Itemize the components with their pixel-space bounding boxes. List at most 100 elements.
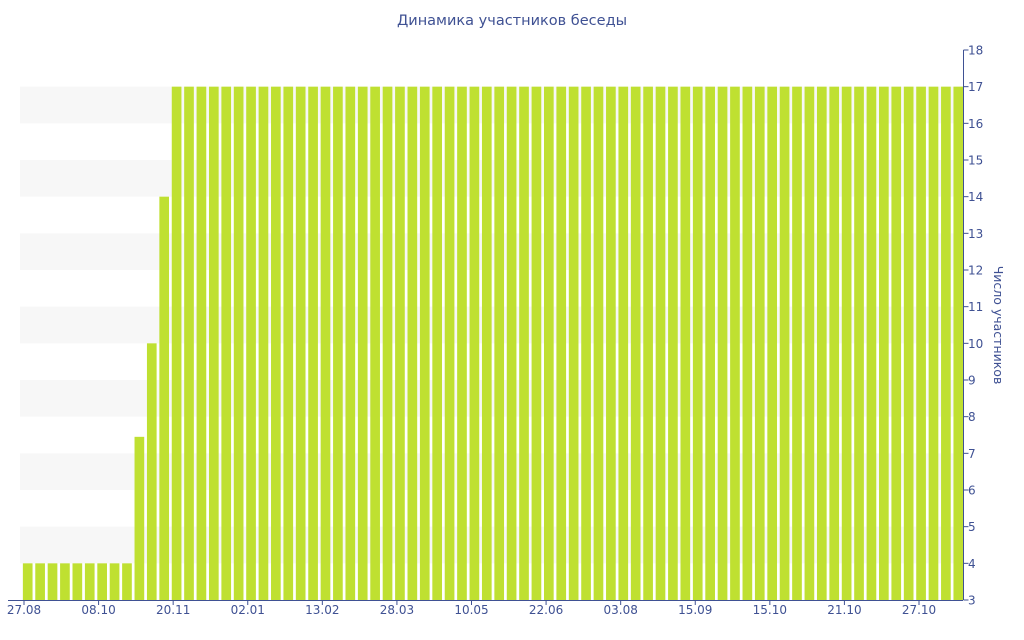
bar [717,86,728,600]
bar [581,86,591,600]
bar [159,196,170,600]
y-tick-label: 4 [968,557,976,571]
bar [320,86,331,600]
bar [630,86,641,600]
x-axis: 27.08 08.10 20.11 02.01 13.02 28.03 10.05 22.06… [7,600,963,617]
y-axis-title: Число участников [991,266,1006,385]
bar [481,86,492,600]
bar [866,86,877,600]
bar [370,86,380,600]
bar [333,86,343,600]
y-tick-label: 12 [968,264,983,278]
bar [655,86,666,600]
bar [668,86,678,600]
chart-title: Динамика участников беседы [396,13,628,29]
bar [568,86,579,600]
bar [816,86,827,600]
y-tick-label: 15 [968,154,983,168]
y-tick-label: 7 [968,447,976,461]
bar [60,563,70,600]
bar [233,86,244,600]
bar [891,86,902,600]
bar [792,86,802,600]
bar [593,86,604,600]
bar [22,563,33,600]
x-tick-label: 28.03 [380,603,414,617]
y-tick-label: 10 [968,337,983,351]
x-tick-label: 27.10 [902,603,936,617]
y-tick-label: 18 [968,44,983,58]
bar [122,563,132,600]
bar [109,563,120,600]
bar [469,86,480,600]
bar [705,86,715,600]
bar [519,86,529,600]
x-tick-label: 15.09 [678,603,712,617]
bar [345,86,356,600]
bar [295,86,306,600]
x-tick-label: 27.08 [7,603,41,617]
bar [494,86,505,600]
bar [829,86,840,600]
bar [407,86,418,600]
bar [506,86,517,600]
bar [184,86,194,600]
bar [395,86,405,600]
y-axis: 3 4 5 6 7 8 9 10 11 12 13 14 15 16 17 18 Число участнико… [963,44,1006,608]
x-tick-label: 13.02 [305,603,339,617]
bar [543,86,554,600]
x-tick-label: 08.10 [81,603,115,617]
x-tick-label: 22.06 [529,603,563,617]
y-tick-label: 3 [968,594,976,608]
bar [928,86,939,600]
bar [556,86,567,600]
bar [692,86,703,600]
x-tick-label: 21.10 [827,603,861,617]
y-tick-label: 13 [968,227,983,241]
bar [941,86,951,600]
bar [196,86,207,600]
bar [221,86,232,600]
bar [742,86,753,600]
bar [208,86,219,600]
y-tick-label: 8 [968,410,976,424]
bar [308,86,318,600]
bar [953,86,964,600]
y-tick-label: 9 [968,374,976,388]
bar [903,86,914,600]
bar [382,86,393,600]
bar [730,86,740,600]
bar [804,86,815,600]
bar [72,563,83,600]
bar [258,86,269,600]
bar [419,86,430,600]
bar [680,86,691,600]
bar [357,86,368,600]
bar [146,343,157,600]
y-tick-label: 5 [968,520,976,534]
bar [271,86,281,600]
y-tick-label: 11 [968,300,983,314]
y-tick-label: 16 [968,117,983,131]
bar [643,86,653,600]
bar [854,86,864,600]
x-tick-label: 03.08 [603,603,637,617]
x-tick-label: 10.05 [454,603,488,617]
y-tick-label: 17 [968,80,983,94]
bar [879,86,889,600]
bar [618,86,629,600]
x-tick-label: 20.11 [156,603,190,617]
bar [47,563,58,600]
bar [84,563,95,600]
bar [246,86,256,600]
bar [134,436,145,600]
bar [457,86,467,600]
bar [97,563,107,600]
bar [779,86,790,600]
bar [531,86,542,600]
bar [432,86,443,600]
bar [606,86,616,600]
bar [754,86,765,600]
bar [283,86,294,600]
